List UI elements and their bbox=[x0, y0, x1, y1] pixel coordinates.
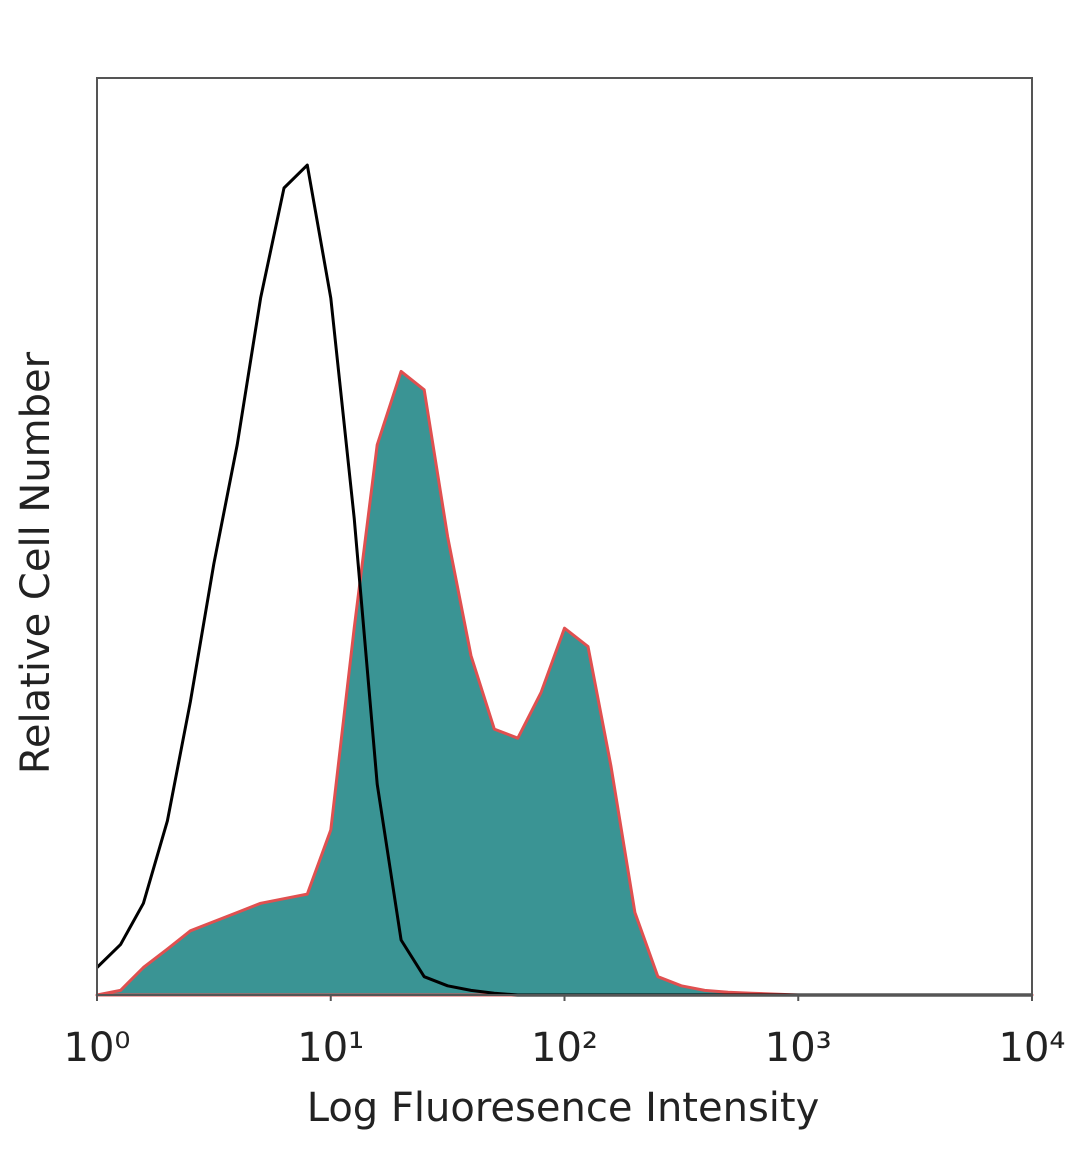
y-axis-label: Relative Cell Number bbox=[13, 351, 59, 774]
x-tick-label: 10³ bbox=[765, 1025, 832, 1071]
x-tick-label: 10⁴ bbox=[999, 1025, 1066, 1071]
x-tick-label: 10² bbox=[531, 1025, 598, 1071]
x-tick-label: 10⁰ bbox=[64, 1025, 131, 1071]
x-axis-label: Log Fluoresence Intensity bbox=[307, 1085, 820, 1131]
filled-histogram bbox=[95, 369, 1034, 997]
x-tick-label: 10¹ bbox=[297, 1025, 364, 1071]
